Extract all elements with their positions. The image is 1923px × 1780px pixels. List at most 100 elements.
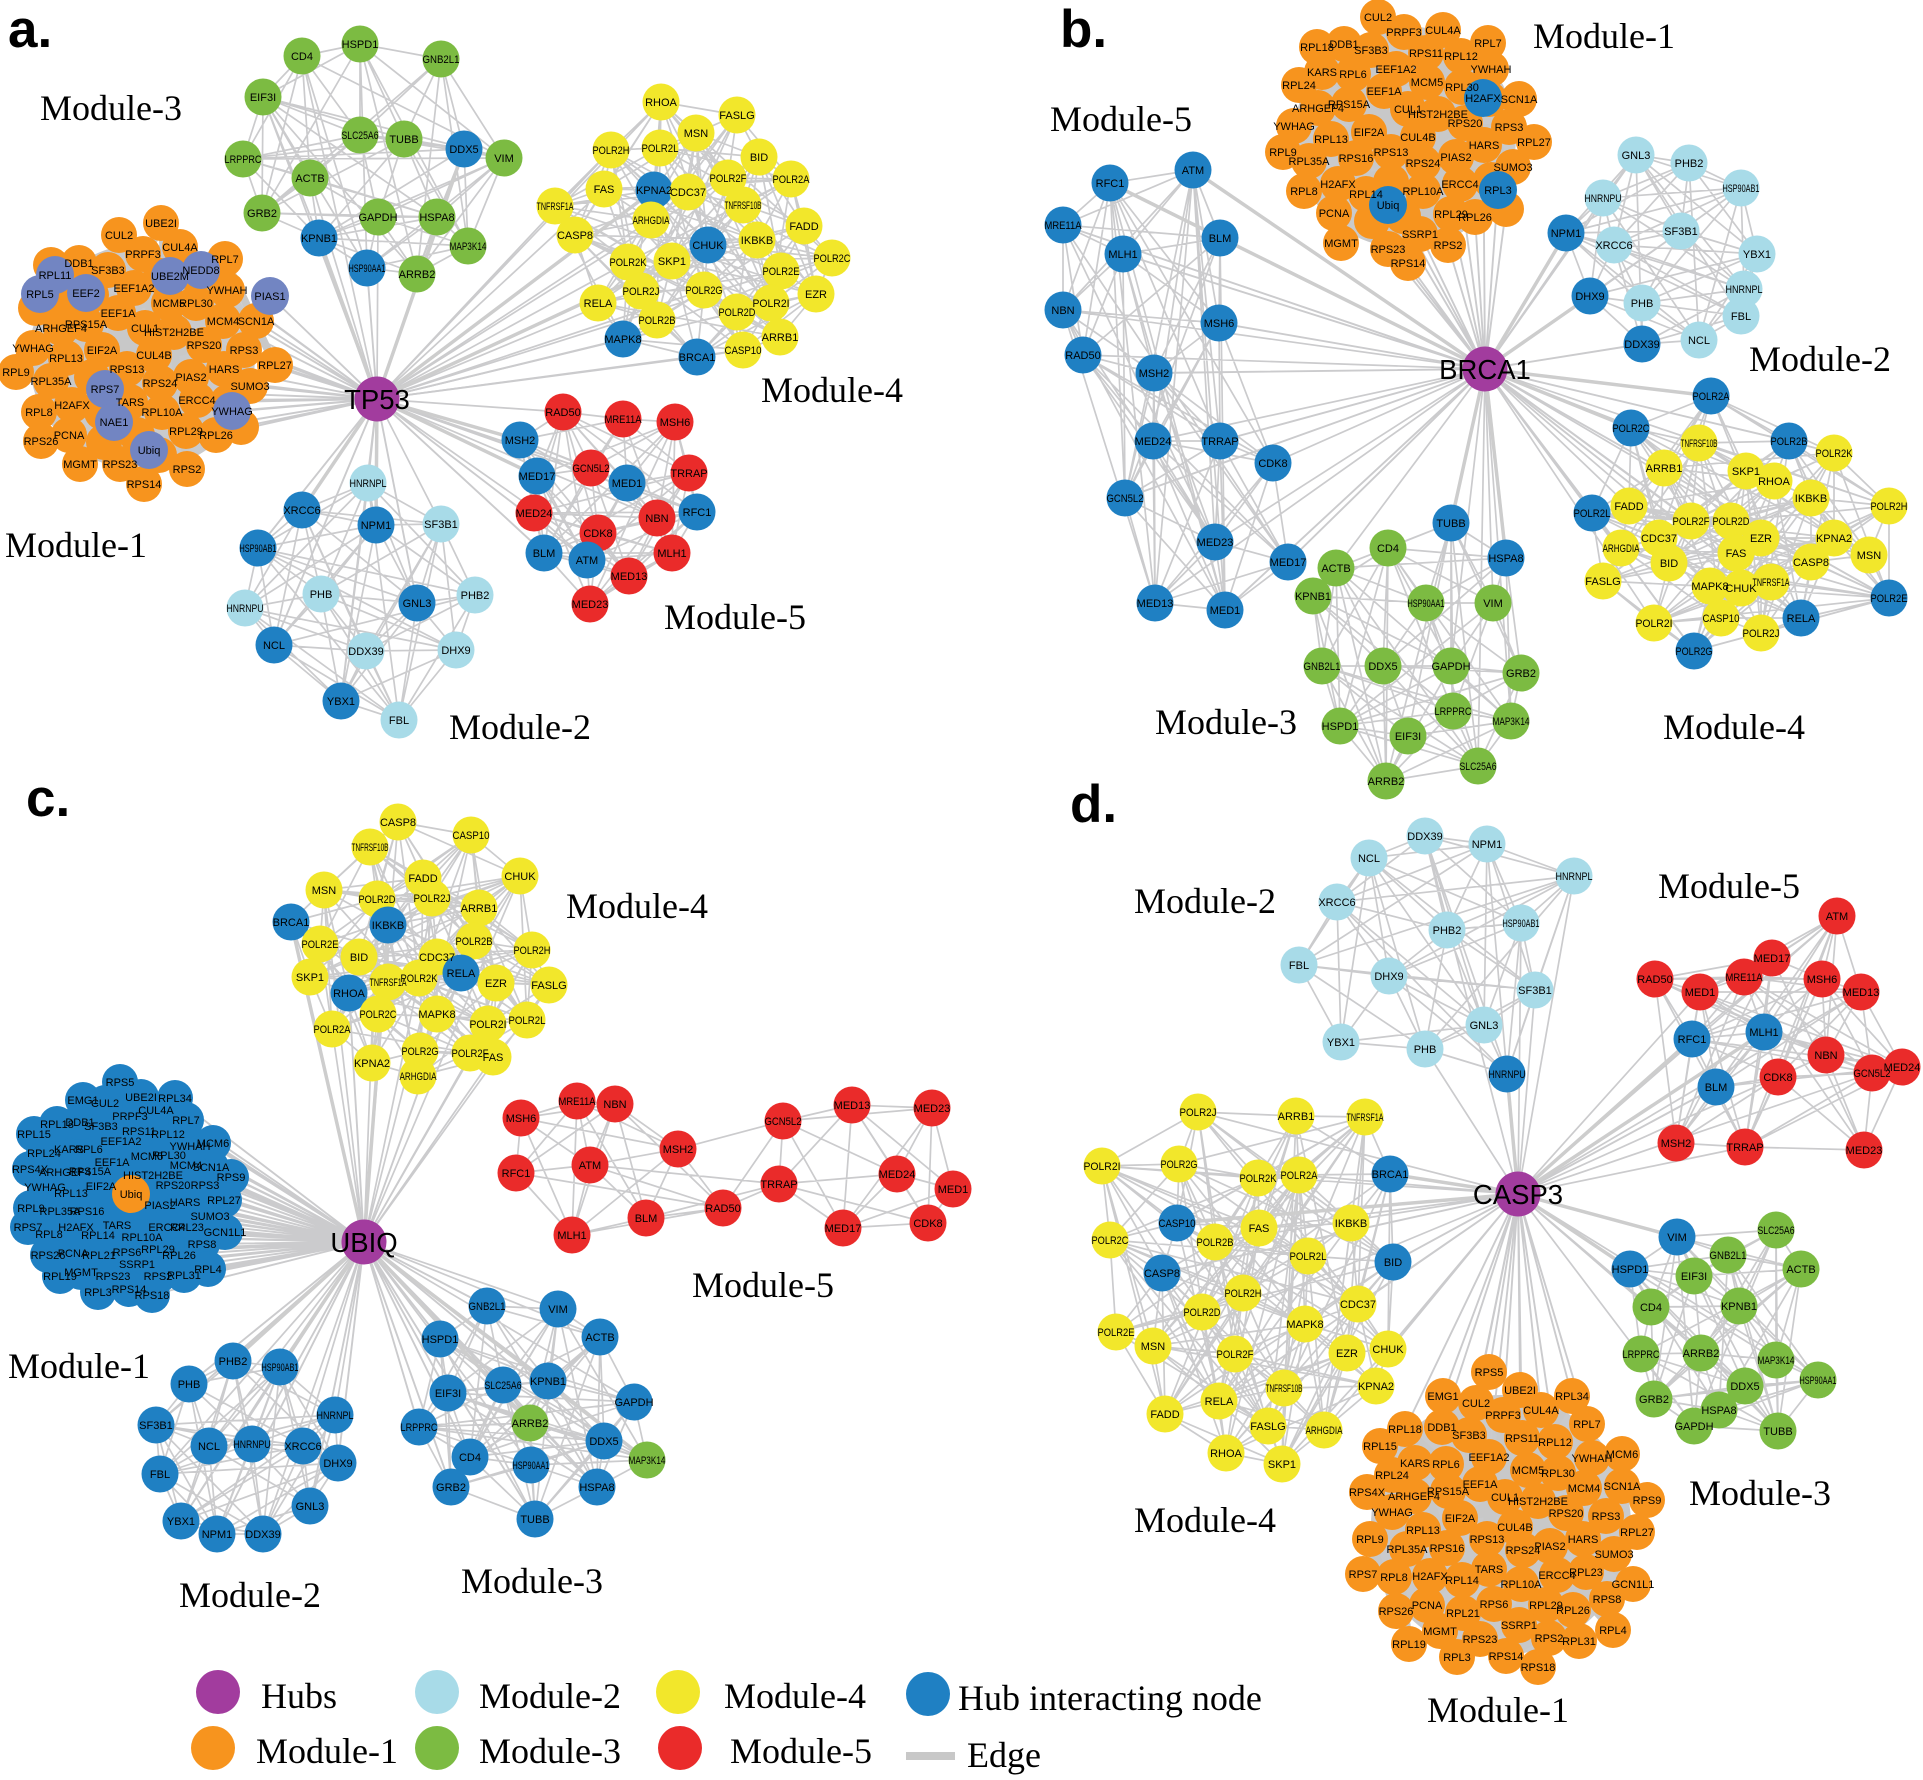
svg-text:GRB2: GRB2 bbox=[436, 1482, 466, 1494]
svg-text:YWHAH: YWHAH bbox=[1471, 64, 1512, 76]
svg-text:MSN: MSN bbox=[684, 128, 709, 140]
svg-text:PHB: PHB bbox=[310, 589, 333, 601]
svg-text:CASP10: CASP10 bbox=[725, 345, 762, 357]
svg-text:RPL24: RPL24 bbox=[27, 1148, 61, 1160]
svg-text:H2AFX: H2AFX bbox=[54, 400, 90, 412]
svg-text:POLR2F: POLR2F bbox=[452, 1048, 489, 1060]
svg-text:RPL30: RPL30 bbox=[1541, 1468, 1575, 1480]
svg-text:POLR2C: POLR2C bbox=[814, 253, 851, 265]
svg-text:GAPDH: GAPDH bbox=[1431, 661, 1470, 673]
svg-text:PIAS2: PIAS2 bbox=[1440, 152, 1471, 164]
svg-text:CUL4A: CUL4A bbox=[138, 1105, 174, 1117]
svg-text:DDX39: DDX39 bbox=[348, 646, 383, 658]
svg-text:Edge: Edge bbox=[967, 1735, 1041, 1775]
svg-text:RPL10A: RPL10A bbox=[1501, 1579, 1543, 1591]
svg-text:MED24: MED24 bbox=[1135, 436, 1172, 448]
svg-text:RPL23: RPL23 bbox=[170, 1222, 204, 1234]
svg-text:HSP90AA1: HSP90AA1 bbox=[1800, 1375, 1837, 1387]
svg-text:POLR2F: POLR2F bbox=[1673, 516, 1710, 528]
svg-text:NPM1: NPM1 bbox=[202, 1529, 233, 1541]
svg-text:IKBKB: IKBKB bbox=[1795, 493, 1827, 505]
svg-text:HNRNPU: HNRNPU bbox=[1489, 1069, 1526, 1081]
svg-text:DHX9: DHX9 bbox=[441, 645, 470, 657]
svg-text:HARS: HARS bbox=[1568, 1534, 1599, 1546]
svg-text:Module-5: Module-5 bbox=[692, 1265, 834, 1305]
svg-text:HSPA8: HSPA8 bbox=[419, 212, 454, 224]
svg-text:POLR2I: POLR2I bbox=[1084, 1161, 1121, 1173]
svg-text:GNB2L1: GNB2L1 bbox=[1710, 1250, 1747, 1262]
svg-text:Ubiq: Ubiq bbox=[1377, 200, 1400, 212]
svg-text:CUL4B: CUL4B bbox=[136, 350, 171, 362]
svg-text:RFC1: RFC1 bbox=[683, 507, 712, 519]
svg-text:SF3B1: SF3B1 bbox=[1518, 985, 1552, 997]
svg-text:RPL26: RPL26 bbox=[162, 1250, 196, 1262]
svg-text:PRPF3: PRPF3 bbox=[1386, 27, 1421, 39]
svg-text:NCL: NCL bbox=[1688, 335, 1710, 347]
svg-text:RPL11: RPL11 bbox=[39, 270, 72, 282]
svg-text:HSP90AB1: HSP90AB1 bbox=[1723, 183, 1760, 195]
svg-text:Module-3: Module-3 bbox=[479, 1731, 621, 1771]
svg-text:Module-5: Module-5 bbox=[730, 1731, 872, 1771]
svg-text:RPS9: RPS9 bbox=[217, 1172, 246, 1184]
svg-text:RPS3: RPS3 bbox=[1495, 122, 1524, 134]
svg-text:POLR2B: POLR2B bbox=[1771, 436, 1808, 448]
svg-text:RPL29: RPL29 bbox=[1529, 1600, 1563, 1612]
svg-text:MAPK8: MAPK8 bbox=[1286, 1319, 1323, 1331]
svg-text:MSH6: MSH6 bbox=[660, 417, 691, 429]
svg-text:ARHGDIA: ARHGDIA bbox=[633, 215, 670, 227]
svg-text:RPS20: RPS20 bbox=[156, 1180, 191, 1192]
svg-text:SCN1A: SCN1A bbox=[1501, 94, 1538, 106]
svg-text:MAPK8: MAPK8 bbox=[604, 334, 641, 346]
svg-text:RPL34: RPL34 bbox=[158, 1093, 192, 1105]
svg-text:ARHGDIA: ARHGDIA bbox=[400, 1071, 437, 1083]
svg-text:MSN: MSN bbox=[312, 885, 337, 897]
svg-text:CUL4A: CUL4A bbox=[1425, 25, 1461, 37]
svg-text:ARRB2: ARRB2 bbox=[512, 1418, 549, 1430]
svg-text:HNRNPL: HNRNPL bbox=[1556, 871, 1593, 883]
svg-text:ARHGEF4: ARHGEF4 bbox=[39, 1167, 91, 1179]
svg-text:Ubiq: Ubiq bbox=[120, 1189, 143, 1201]
svg-text:RELA: RELA bbox=[1787, 613, 1816, 625]
svg-text:EMG1: EMG1 bbox=[67, 1095, 98, 1107]
svg-text:RPS6: RPS6 bbox=[113, 1247, 142, 1259]
svg-text:RPL7: RPL7 bbox=[172, 1115, 200, 1127]
svg-text:PCNA: PCNA bbox=[1319, 208, 1350, 220]
svg-text:LRPPRC: LRPPRC bbox=[225, 154, 262, 166]
svg-text:RPS3: RPS3 bbox=[1592, 1511, 1621, 1523]
svg-text:CUL2: CUL2 bbox=[1364, 12, 1392, 24]
svg-text:SLC25A6: SLC25A6 bbox=[1758, 1225, 1795, 1237]
svg-text:EIF3I: EIF3I bbox=[1681, 1271, 1707, 1283]
svg-text:KPNB1: KPNB1 bbox=[301, 233, 337, 245]
svg-text:ARRB2: ARRB2 bbox=[1683, 1348, 1720, 1360]
svg-text:POLR2F: POLR2F bbox=[1217, 1349, 1254, 1361]
svg-text:TRRAP: TRRAP bbox=[1726, 1142, 1763, 1154]
svg-text:SF3B3: SF3B3 bbox=[84, 1121, 118, 1133]
svg-text:RPL30: RPL30 bbox=[152, 1150, 186, 1162]
svg-text:Hubs: Hubs bbox=[261, 1676, 337, 1716]
svg-text:Hub interacting node: Hub interacting node bbox=[958, 1678, 1262, 1718]
svg-text:TP53: TP53 bbox=[344, 384, 410, 415]
svg-text:POLR2L: POLR2L bbox=[509, 1015, 546, 1027]
svg-text:MCM5: MCM5 bbox=[1411, 77, 1443, 89]
svg-text:ARHGDIA: ARHGDIA bbox=[1306, 1425, 1343, 1437]
svg-text:EEF1A: EEF1A bbox=[101, 308, 137, 320]
svg-text:SLC25A6: SLC25A6 bbox=[485, 1380, 522, 1392]
svg-text:SSRP1: SSRP1 bbox=[119, 1259, 155, 1271]
svg-text:BLM: BLM bbox=[1705, 1082, 1728, 1094]
svg-text:MED17: MED17 bbox=[1270, 557, 1307, 569]
svg-text:EIF2A: EIF2A bbox=[1445, 1513, 1476, 1525]
svg-text:RPS13: RPS13 bbox=[110, 364, 145, 376]
svg-text:MED24: MED24 bbox=[1884, 1062, 1921, 1074]
svg-text:Ubiq: Ubiq bbox=[138, 445, 161, 457]
svg-text:FASLG: FASLG bbox=[1250, 1421, 1285, 1433]
svg-text:RPS15A: RPS15A bbox=[69, 1166, 112, 1178]
svg-text:TUBB: TUBB bbox=[1436, 518, 1465, 530]
svg-text:YWHAG: YWHAG bbox=[1371, 1507, 1413, 1519]
svg-text:RPL9: RPL9 bbox=[17, 1203, 45, 1215]
svg-text:FADD: FADD bbox=[408, 873, 437, 885]
svg-text:POLR2J: POLR2J bbox=[414, 893, 451, 905]
svg-text:Module-1: Module-1 bbox=[1427, 1690, 1569, 1730]
svg-text:HSPA8: HSPA8 bbox=[1488, 553, 1523, 565]
svg-text:EEF1A2: EEF1A2 bbox=[101, 1136, 142, 1148]
svg-text:MLH1: MLH1 bbox=[657, 548, 686, 560]
